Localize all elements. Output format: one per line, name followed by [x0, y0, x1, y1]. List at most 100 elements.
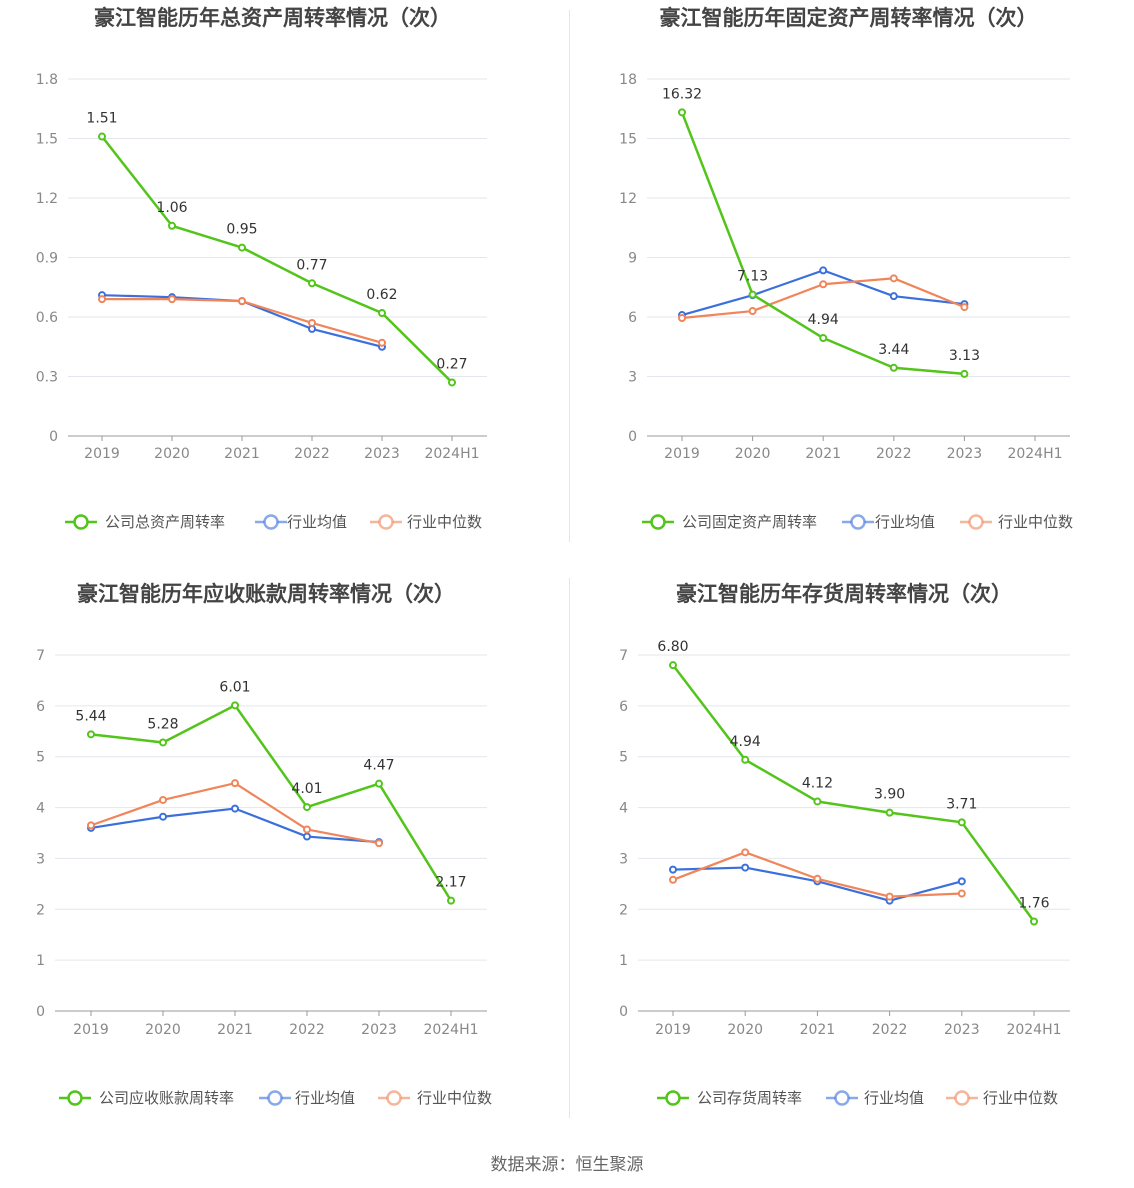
series-line-median — [90, 782, 380, 845]
y-tick-label: 3 — [628, 370, 637, 386]
x-tick-label: 2020 — [735, 446, 771, 462]
x-tick-label: 2022 — [294, 446, 330, 462]
x-tick-label: 2019 — [655, 1022, 691, 1038]
data-point-company — [1030, 917, 1038, 926]
legend-marker — [378, 514, 394, 530]
divider-bottom — [569, 578, 570, 1118]
data-label: 1.51 — [86, 111, 117, 127]
legend-marker — [267, 1090, 283, 1106]
legend-label: 行业中位数 — [983, 1089, 1058, 1107]
chart-svg: 豪江智能历年总资产周转率情况（次） 0 0.3 0.6 0.9 1.2 1.5 1.8 2019… — [36, 6, 487, 531]
chart-title: 豪江智能历年总资产周转率情况（次） — [94, 6, 451, 30]
data-point-median — [669, 875, 677, 884]
legend-marker — [67, 1090, 83, 1106]
data-point-median — [819, 280, 828, 289]
legend-label: 公司应收账款周转率 — [99, 1089, 234, 1107]
series-line-company — [101, 135, 453, 384]
data-point-company — [375, 779, 383, 788]
data-point-company — [447, 896, 455, 905]
y-tick-label: 6 — [36, 699, 45, 715]
data-label: 4.94 — [808, 312, 839, 328]
x-tick-label: 2019 — [73, 1022, 109, 1038]
y-tick-label: 9 — [628, 251, 637, 267]
data-point-avg — [159, 812, 167, 821]
data-point-company — [168, 221, 176, 230]
data-label: 6.80 — [657, 639, 688, 655]
x-tick-label: 2024H1 — [424, 446, 479, 462]
data-label: 0.62 — [366, 287, 397, 303]
data-label: 7.13 — [737, 269, 768, 285]
data-source-label: 数据来源：恒生聚源 — [490, 1155, 644, 1175]
x-tick-label: 2020 — [145, 1022, 181, 1038]
data-point-company — [303, 803, 311, 812]
data-point-median — [87, 821, 95, 830]
data-point-median — [960, 303, 969, 312]
legend-label: 行业均值 — [864, 1089, 924, 1107]
y-tick-label: 2 — [619, 902, 628, 918]
y-tick-label: 5 — [36, 750, 45, 766]
series-line-avg — [681, 269, 965, 317]
data-point-company — [308, 279, 316, 288]
data-point-company — [98, 132, 106, 141]
data-label: 6.01 — [219, 679, 250, 695]
data-point-avg — [741, 863, 750, 872]
x-tick-label: 2024H1 — [1007, 446, 1062, 462]
data-point-company — [748, 290, 757, 299]
data-point-median — [378, 338, 386, 347]
data-point-avg — [231, 804, 239, 813]
y-tick-label: 1 — [619, 953, 628, 969]
legend-marker — [834, 1090, 850, 1106]
x-tick-label: 2021 — [800, 1022, 836, 1038]
data-point-median — [238, 297, 246, 306]
x-tick-label: 2020 — [727, 1022, 763, 1038]
legend-label: 公司存货周转率 — [697, 1089, 802, 1107]
y-tick-label: 1.5 — [36, 132, 58, 148]
y-tick-label: 2 — [36, 902, 45, 918]
data-label: 4.94 — [730, 734, 761, 750]
legend-marker — [263, 514, 279, 530]
y-tick-label: 1.2 — [36, 191, 58, 207]
chart-svg: 豪江智能历年固定资产周转率情况（次） 0 3 6 9 12 15 18 2019 2020 2021… — [619, 6, 1073, 531]
y-tick-label: 5 — [619, 750, 628, 766]
data-label: 0.77 — [296, 257, 327, 273]
x-tick-label: 2024H1 — [1006, 1022, 1061, 1038]
x-tick-label: 2021 — [224, 446, 260, 462]
data-point-median — [159, 795, 167, 804]
x-tick-label: 2021 — [217, 1022, 253, 1038]
data-point-company — [957, 818, 966, 827]
data-label: 0.95 — [226, 222, 257, 238]
x-tick-label: 2022 — [876, 446, 912, 462]
y-tick-label: 15 — [619, 132, 637, 148]
x-tick-label: 2023 — [361, 1022, 397, 1038]
legend-marker — [386, 1090, 402, 1106]
legend-label: 公司总资产周转率 — [105, 513, 225, 531]
y-tick-label: 1 — [36, 953, 45, 969]
y-tick-label: 0.3 — [36, 370, 58, 386]
chart-fixed-asset-turnover: 豪江智能历年固定资产周转率情况（次） 0 3 6 9 12 15 18 2019 2020 2021… — [567, 0, 1134, 576]
legend-marker — [73, 514, 89, 530]
data-label: 0.27 — [436, 356, 467, 372]
data-point-company — [960, 369, 969, 378]
y-tick-label: 0 — [619, 1004, 628, 1020]
y-tick-label: 6 — [628, 310, 637, 326]
y-tick-label: 7 — [619, 648, 628, 664]
data-point-median — [231, 779, 239, 788]
data-point-median — [741, 848, 750, 857]
data-label: 3.13 — [949, 348, 980, 364]
legend-label: 行业中位数 — [417, 1089, 492, 1107]
chart-svg: 豪江智能历年存货周转率情况（次） 0 1 2 3 4 5 6 7 2019 2020 2021 2022… — [619, 582, 1070, 1107]
data-point-avg — [889, 292, 898, 301]
data-label: 5.44 — [75, 708, 106, 724]
legend-label: 行业均值 — [295, 1089, 355, 1107]
divider-top — [569, 10, 570, 542]
chart-inventory-turnover: 豪江智能历年存货周转率情况（次） 0 1 2 3 4 5 6 7 2019 2020 2021 2022… — [567, 576, 1134, 1152]
x-tick-label: 2022 — [872, 1022, 908, 1038]
x-tick-label: 2019 — [84, 446, 120, 462]
series-line-median — [672, 851, 962, 898]
data-label: 4.01 — [291, 781, 322, 797]
y-tick-label: 0 — [36, 1004, 45, 1020]
data-point-company — [885, 808, 894, 817]
chart-title: 豪江智能历年固定资产周转率情况（次） — [660, 6, 1038, 30]
y-tick-label: 12 — [619, 191, 637, 207]
y-tick-label: 0 — [49, 429, 58, 445]
